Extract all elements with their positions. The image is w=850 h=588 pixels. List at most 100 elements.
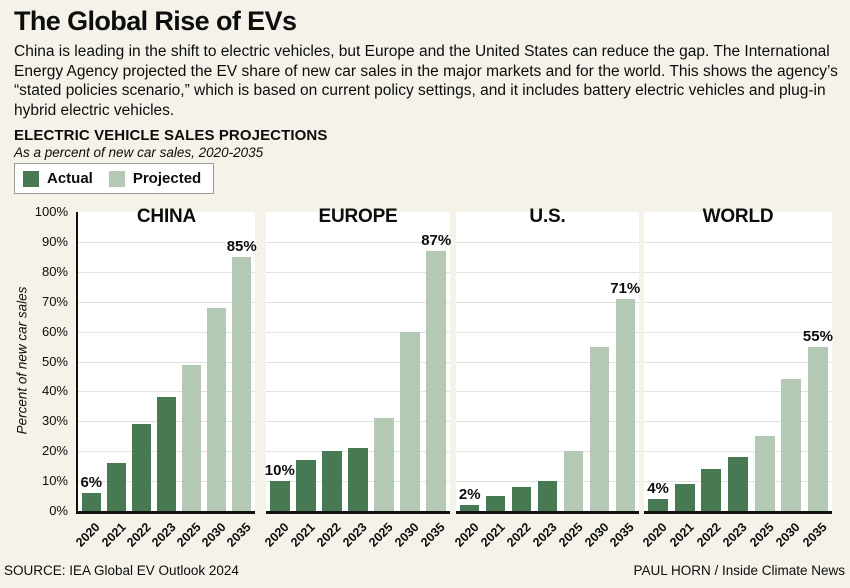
y-tick-30: 30% (41, 413, 68, 429)
gridline-40 (644, 391, 832, 393)
x-tick-us-2021: 2021 (477, 520, 508, 550)
gridline-90 (78, 241, 255, 243)
intro-paragraph: China is leading in the shift to electri… (14, 43, 838, 119)
gridline-60 (456, 331, 639, 333)
x-tick-europe-2020: 2020 (262, 520, 292, 550)
gridline-80 (456, 271, 639, 273)
x-tick-world-2023: 2023 (720, 520, 750, 550)
x-tick-us-2030: 2030 (581, 520, 612, 550)
bar-china-2023 (157, 397, 176, 511)
bar-china-2025 (182, 364, 201, 511)
gridline-20 (644, 451, 832, 453)
x-tick-europe-2023: 2023 (340, 520, 370, 550)
bar-world-2021 (674, 484, 695, 511)
gridline-50 (456, 361, 639, 363)
y-tick-10: 10% (41, 473, 68, 489)
gridline-80 (266, 271, 450, 273)
y-tick-40: 40% (41, 383, 68, 399)
gridline-70 (266, 301, 450, 303)
panel-world: WORLD 4% 2020 2021 2022 2023 2025 2030 55% 2035 (640, 206, 833, 550)
bar-us-2030 (589, 346, 610, 511)
bar-china-2022 (132, 424, 151, 511)
bar-us-2020: 2% (459, 486, 481, 511)
y-tick-20: 20% (41, 443, 68, 459)
bar-world-2023 (727, 457, 749, 511)
x-tick-world-2035: 2035 (800, 520, 830, 550)
gridline-50 (266, 361, 450, 363)
gridline-70 (456, 301, 639, 303)
legend: Actual Projected (14, 163, 215, 194)
value-label-world-2035: 55% (802, 327, 833, 345)
gridline-90 (266, 241, 450, 243)
x-tick-europe-2021: 2021 (288, 520, 318, 550)
bar-europe-2022 (322, 451, 342, 511)
value-label-china-2035: 85% (226, 237, 257, 255)
gridline-60 (644, 331, 832, 333)
x-tick-world-2021: 2021 (667, 520, 697, 550)
bar-us-2023 (537, 481, 558, 511)
chart-subtitle: As a percent of new car sales, 2020-2035 (14, 145, 264, 160)
x-tick-world-2030: 2030 (773, 520, 804, 550)
panel-china: CHINA 6% 2020 2021 2022 2023 2025 2030 85% 2035 (74, 206, 257, 550)
y-tick-90: 90% (41, 233, 68, 249)
x-tick-world-2025: 2025 (746, 520, 777, 550)
author-credit: PAUL HORN / Inside Climate News (633, 563, 845, 578)
gridline-30 (644, 421, 832, 423)
y-tick-100: 100% (34, 204, 68, 219)
x-tick-china-2023: 2023 (148, 520, 179, 550)
gridline-30 (456, 421, 639, 423)
chart-heading: ELECTRIC VEHICLE SALES PROJECTIONS (14, 127, 328, 144)
gridline-40 (78, 391, 255, 393)
bar-china-2020: 6% (80, 474, 102, 511)
bar-europe-2020: 10% (265, 462, 295, 511)
x-tick-europe-2030: 2030 (392, 520, 423, 550)
x-tick-us-2020: 2020 (452, 520, 482, 550)
x-tick-us-2023: 2023 (529, 520, 560, 550)
bar-china-2021 (107, 463, 126, 511)
gridline-50 (78, 361, 255, 363)
gridline-90 (456, 241, 639, 243)
bar-world-2025 (754, 436, 775, 511)
gridline-80 (644, 271, 832, 273)
bar-europe-2030 (400, 331, 420, 511)
y-tick-60: 60% (41, 323, 68, 339)
x-tick-us-2022: 2022 (503, 520, 534, 550)
bar-china-2035: 85% (227, 238, 257, 511)
gridline-60 (78, 331, 255, 333)
panel-europe: EUROPE 10% 2020 2021 2022 2023 2025 2030 87% 2035 (262, 206, 452, 550)
bar-world-2035: 55% (803, 328, 833, 511)
y-axis-line (76, 212, 78, 514)
x-tick-us-2025: 2025 (555, 520, 586, 550)
legend-projected-label: Projected (132, 170, 202, 187)
page-title: The Global Rise of EVs (14, 6, 297, 36)
panel-title-europe: EUROPE (318, 206, 398, 227)
x-tick-us-2035: 2035 (607, 520, 638, 550)
x-tick-china-2035: 2035 (224, 520, 254, 550)
x-tick-china-2025: 2025 (173, 520, 204, 550)
gridline-50 (644, 361, 832, 363)
bar-us-2022 (511, 487, 532, 511)
bar-us-2035: 71% (610, 280, 640, 511)
small-multiples-chart: Percent of new car sales 100% 90% 80% 70% 60… (0, 204, 850, 560)
y-tick-0: 0% (49, 503, 68, 518)
footer: SOURCE: IEA Global EV Outlook 2024 PAUL … (0, 563, 850, 578)
value-label-china-2020: 6% (80, 474, 103, 492)
x-tick-europe-2022: 2022 (314, 520, 344, 550)
legend-actual-label: Actual (47, 170, 93, 187)
value-label-europe-2020: 10% (264, 462, 295, 480)
x-tick-china-2020: 2020 (73, 520, 104, 550)
gridline-30 (266, 421, 450, 423)
x-tick-china-2030: 2030 (198, 520, 229, 550)
gridline-40 (456, 391, 639, 393)
projected-swatch (108, 170, 125, 187)
bar-china-2030 (207, 307, 226, 511)
bar-world-2022 (701, 469, 722, 511)
bar-world-2030 (781, 379, 802, 511)
panel-title-china: CHINA (136, 206, 197, 227)
value-label-europe-2035: 87% (421, 231, 452, 249)
bar-world-2020: 4% (647, 480, 669, 511)
source-credit: SOURCE: IEA Global EV Outlook 2024 (4, 563, 239, 578)
y-tick-70: 70% (41, 293, 68, 309)
bar-us-2021 (485, 496, 506, 511)
